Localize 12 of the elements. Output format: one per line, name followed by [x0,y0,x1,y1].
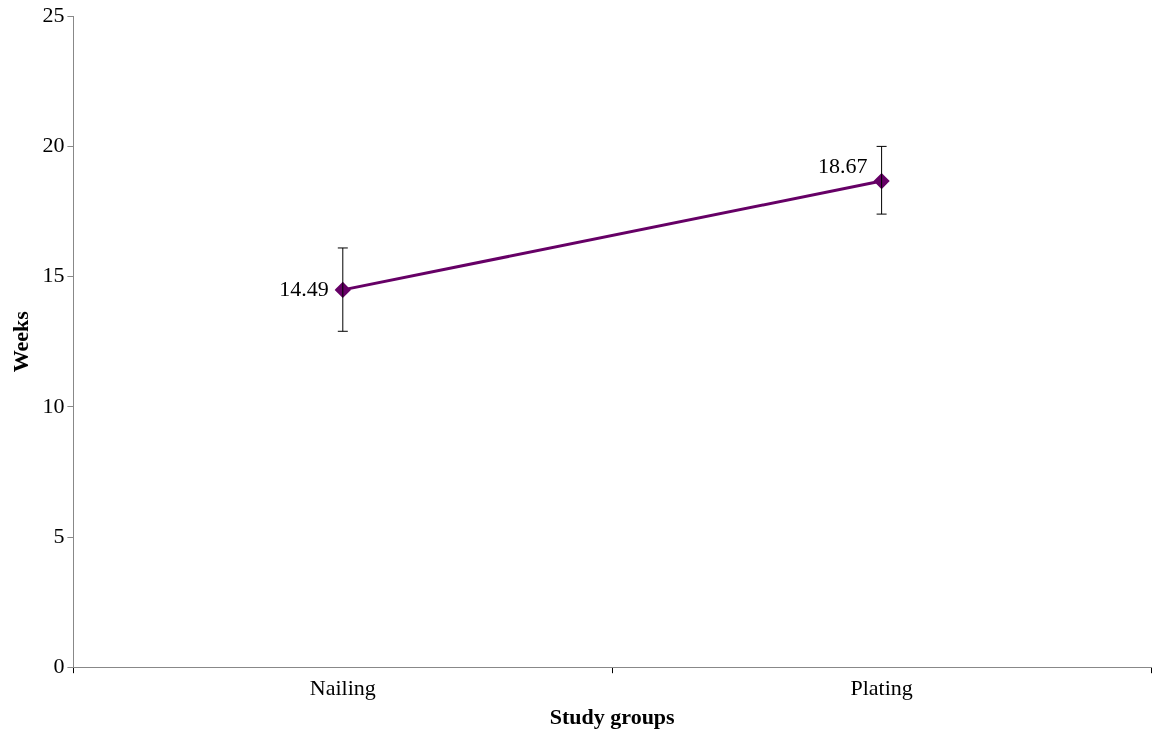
y-tick-label: 0 [53,652,65,678]
y-tick-label: 5 [53,522,65,548]
y-tick-label: 20 [42,132,65,158]
data-label: 18.67 [818,152,868,178]
data-label: 14.49 [279,275,329,301]
y-axis-title: Weeks [7,310,33,373]
y-tick-label: 25 [42,1,65,27]
x-tick-label: Plating [850,675,913,701]
x-tick-label: Nailing [309,675,376,701]
y-tick-label: 10 [42,392,65,418]
y-tick-label: 15 [42,262,65,288]
x-axis-title: Study groups [549,704,676,730]
